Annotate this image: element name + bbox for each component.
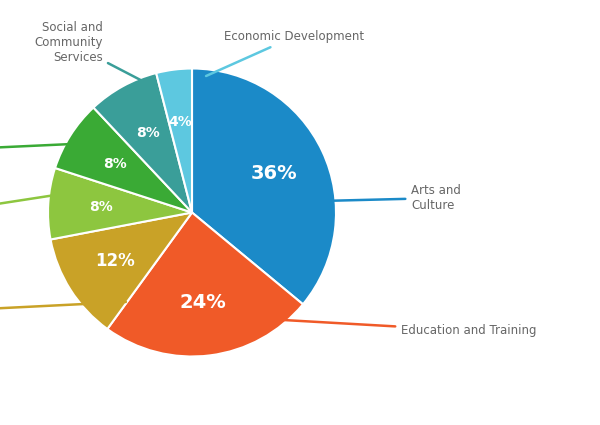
Wedge shape (156, 68, 192, 212)
Text: Economic Development: Economic Development (206, 30, 364, 76)
Wedge shape (48, 168, 192, 239)
Text: 4%: 4% (169, 116, 193, 130)
Text: Education and Training: Education and Training (269, 319, 536, 337)
Text: Heritage
Preservation
and Tourism: Heritage Preservation and Tourism (0, 190, 88, 234)
Wedge shape (192, 68, 336, 304)
Text: 8%: 8% (136, 126, 160, 140)
Text: 24%: 24% (180, 293, 227, 312)
Wedge shape (50, 212, 192, 329)
Text: 12%: 12% (95, 252, 135, 270)
Text: 36%: 36% (251, 164, 298, 183)
Text: Social and
Community
Services: Social and Community Services (34, 21, 149, 85)
Text: Health and
Welfare: Health and Welfare (0, 135, 83, 163)
Text: 8%: 8% (104, 157, 127, 171)
Text: Arts and
Culture: Arts and Culture (325, 184, 461, 212)
Text: Employment
Support: Employment Support (0, 296, 126, 324)
Wedge shape (94, 73, 192, 212)
Text: 8%: 8% (89, 200, 113, 214)
Wedge shape (55, 108, 192, 212)
Wedge shape (107, 212, 303, 357)
